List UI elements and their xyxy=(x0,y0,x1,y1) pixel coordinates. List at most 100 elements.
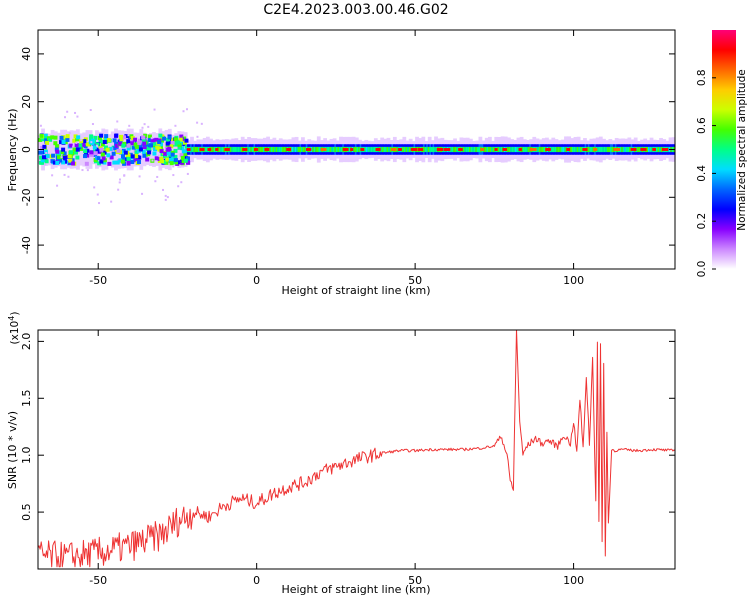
spectrogram-cell xyxy=(488,146,491,153)
spectrogram-cell xyxy=(181,149,186,154)
spectrogram-cell xyxy=(236,146,239,153)
spectrogram-cell xyxy=(143,133,148,138)
spectrogram-x-ticks: -50 0 50 100 xyxy=(89,30,584,287)
spectrogram-ridge-cell xyxy=(443,148,451,151)
spectrogram-cell xyxy=(497,146,500,153)
spectrogram-cell xyxy=(133,137,138,142)
spectrogram-cell xyxy=(316,146,319,153)
spectrogram-cell xyxy=(61,140,66,145)
spectrogram-cell xyxy=(81,142,86,147)
spectrogram-cell xyxy=(299,146,302,153)
spectrogram-cell xyxy=(141,135,146,140)
spectrogram-cell xyxy=(603,146,606,153)
spectrogram-scatter-cell xyxy=(117,188,120,191)
spectrogram-cell xyxy=(75,147,80,152)
spectrogram-cell xyxy=(148,143,153,148)
spectrogram-cell xyxy=(331,146,334,153)
spectrogram-cell xyxy=(389,146,392,153)
spectrogram-cell xyxy=(353,146,356,153)
spectrogram-cell xyxy=(247,146,250,153)
spectrogram-cell xyxy=(89,150,94,155)
spectrogram-cell xyxy=(182,136,187,141)
spectrogram-cell xyxy=(507,146,510,153)
spectrogram-cell xyxy=(557,146,560,153)
spectrogram-cell xyxy=(223,146,226,153)
spectrogram-envelope-cell xyxy=(66,131,71,168)
spectrogram-cell xyxy=(120,159,125,164)
spectrogram-ridge-cell xyxy=(480,148,485,151)
spectrogram-cell xyxy=(560,146,563,153)
spectrogram-cell xyxy=(272,146,275,153)
spectrogram-cell xyxy=(107,161,112,166)
spectrogram-cell xyxy=(150,138,155,143)
spectrogram-cell xyxy=(95,142,100,147)
spectrogram-ridge-cell xyxy=(494,148,498,151)
spectrogram-cell xyxy=(483,146,486,153)
spectrogram-cell xyxy=(356,146,359,153)
spectrogram-cell xyxy=(126,139,131,144)
spectrogram-cell xyxy=(41,155,46,160)
spectrogram-cell xyxy=(213,146,216,153)
spectrogram-cell xyxy=(38,150,43,155)
spectrogram-cell xyxy=(114,141,119,146)
spectrogram-cell xyxy=(237,146,240,153)
spectrogram-cell xyxy=(73,150,78,155)
spectrogram-cell xyxy=(48,137,53,142)
spectrogram-cell xyxy=(524,146,527,153)
spectrogram-cell xyxy=(205,146,208,153)
spectrogram-cell xyxy=(103,136,108,141)
spectrogram-ridge-cell xyxy=(458,148,463,151)
spectrogram-cell xyxy=(173,154,178,159)
spectrogram-cell xyxy=(112,138,117,143)
x-tick-label: 0 xyxy=(253,574,260,587)
spectrogram-cell xyxy=(122,161,127,166)
spectrogram-cell xyxy=(564,146,567,153)
spectrogram-cell xyxy=(282,146,285,153)
spectrogram-cell xyxy=(40,158,45,163)
spectrogram-cell xyxy=(167,135,172,140)
spectrogram-cell xyxy=(602,146,605,153)
spectrogram-scatter-cell xyxy=(80,139,83,142)
spectrogram-ridge-cell xyxy=(582,148,588,151)
spectrogram-cell xyxy=(43,149,48,154)
spectrogram-cell xyxy=(476,146,479,153)
spectrogram-scatter-cell xyxy=(116,120,119,123)
spectrogram-cell xyxy=(597,146,600,153)
spectrogram-ridge-cell xyxy=(360,148,365,151)
spectrogram-cell xyxy=(134,150,139,155)
spectrogram-cell xyxy=(332,146,335,153)
spectrogram-cell xyxy=(370,146,373,153)
spectrogram-cell xyxy=(184,138,189,143)
spectrogram-cell xyxy=(121,157,126,162)
spectrogram-cell xyxy=(283,146,286,153)
spectrogram-cell xyxy=(166,147,171,152)
spectrogram-cell xyxy=(138,138,143,143)
spectrogram-cell xyxy=(75,155,80,160)
spectrogram-cell xyxy=(610,146,613,153)
spectrogram-cell xyxy=(541,146,544,153)
x-tick-label: 100 xyxy=(563,574,584,587)
spectrogram-panel: -50 0 50 100 40 20 0 -20 -40 Height of straight… xyxy=(6,29,676,297)
spectrogram-cell xyxy=(138,147,143,152)
spectrogram-cell xyxy=(210,146,213,153)
spectrogram-cell xyxy=(62,137,67,142)
spectrogram-cell xyxy=(462,146,465,153)
spectrogram-cell xyxy=(451,146,454,153)
spectrogram-scatter-cell xyxy=(64,116,67,119)
spectrogram-cell xyxy=(180,146,185,151)
y-tick-label: 0.5 xyxy=(20,503,33,521)
spectrogram-cell xyxy=(115,160,120,165)
spectrogram-cell xyxy=(83,144,88,149)
colorbar-tick-label: 0.6 xyxy=(696,117,708,134)
spectrogram-cell xyxy=(380,146,383,153)
spectrogram-ridge-cell xyxy=(410,148,418,151)
snr-x-ticks: -50 0 50 100 xyxy=(89,330,584,587)
spectrogram-cell xyxy=(554,146,557,153)
spectrogram-cell xyxy=(72,138,77,143)
spectrogram-cell xyxy=(177,145,182,150)
spectrogram-cell xyxy=(45,154,50,159)
spectrogram-cell xyxy=(329,146,332,153)
spectrogram-cell xyxy=(469,146,471,153)
spectrogram-cell xyxy=(42,144,47,149)
spectrogram-cell xyxy=(234,146,237,153)
